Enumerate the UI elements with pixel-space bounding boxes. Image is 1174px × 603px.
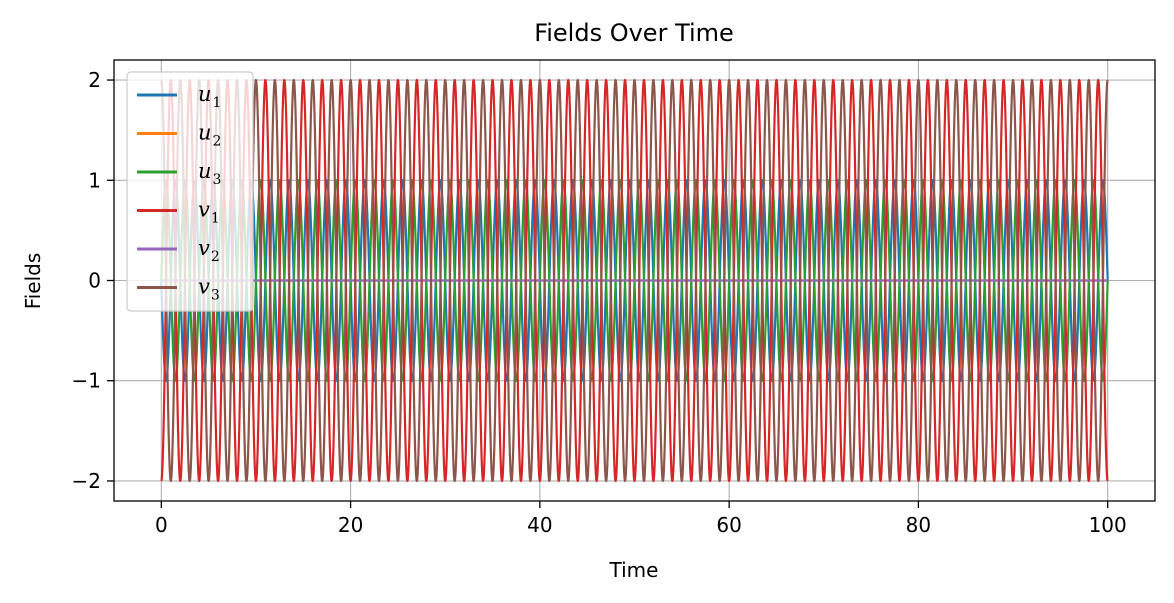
y-tick-label-0: −2 [72, 469, 101, 493]
legend-label-u_2: u2 [198, 121, 221, 150]
y-axis-label: Fields [21, 253, 45, 310]
y-tick-label-2: 0 [88, 269, 101, 293]
x-tick-label-1: 20 [338, 513, 363, 537]
legend-label-u_1: u1 [198, 82, 221, 111]
chart-title: Fields Over Time [534, 19, 734, 47]
legend-box [126, 71, 254, 312]
series-line-v_3 [160, 78, 1109, 483]
legend-label-v_1: v1 [198, 198, 220, 227]
legend-label-u_3: u3 [198, 159, 221, 188]
x-tick-label-0: 0 [155, 513, 168, 537]
x-tick-label-2: 40 [527, 513, 552, 537]
legend: u1 u2 u3 v1 v2 v3 [126, 71, 254, 312]
axis-ticks: 0 20 40 60 80 100 −2 −1 0 1 2 [72, 68, 1127, 537]
x-tick-label-4: 80 [906, 513, 931, 537]
series-line-v_1 [160, 78, 1109, 483]
y-tick-label-3: 1 [88, 168, 101, 192]
x-axis-label: Time [609, 558, 659, 582]
x-tick-label-3: 60 [716, 513, 741, 537]
x-tick-label-5: 100 [1089, 513, 1127, 537]
legend-label-v_3: v3 [198, 275, 220, 304]
legend-label-v_2: v2 [198, 236, 220, 265]
y-tick-label-1: −1 [72, 369, 101, 393]
plot-lines [160, 78, 1109, 483]
y-tick-label-4: 2 [88, 68, 101, 92]
